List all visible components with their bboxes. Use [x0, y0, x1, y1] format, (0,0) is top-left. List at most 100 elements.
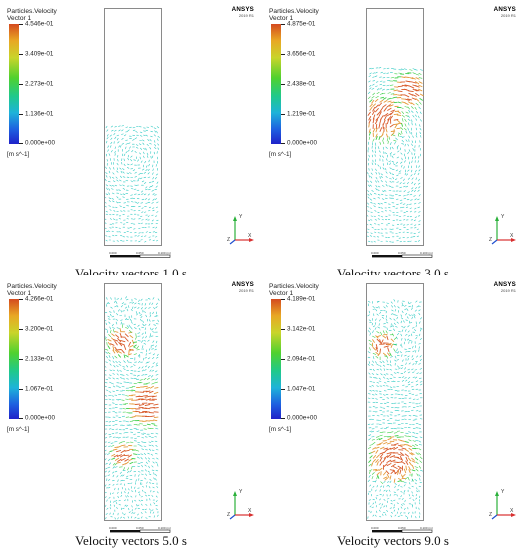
velocity-vector — [377, 194, 381, 196]
velocity-vector — [135, 147, 139, 149]
velocity-vector — [139, 156, 141, 160]
velocity-vector — [112, 402, 115, 404]
velocity-vector — [105, 389, 109, 391]
velocity-vector — [150, 453, 154, 456]
velocity-vector — [153, 515, 155, 518]
velocity-vector — [125, 327, 129, 329]
velocity-vector — [415, 335, 419, 337]
velocity-vector — [396, 181, 399, 183]
velocity-vector — [415, 461, 419, 465]
velocity-vector — [371, 462, 374, 467]
velocity-vector — [147, 457, 151, 460]
velocity-vector — [374, 327, 377, 330]
legend-min-label: 0.000e+00 — [287, 139, 317, 147]
velocity-vector — [382, 119, 386, 125]
velocity-vector — [124, 333, 129, 338]
velocity-vector — [392, 176, 395, 180]
velocity-vector — [405, 130, 408, 134]
legend-variable: Particles.Velocity — [7, 283, 57, 290]
velocity-vector — [157, 464, 159, 467]
velocity-vector — [154, 436, 158, 438]
velocity-vector — [367, 219, 371, 222]
velocity-vector — [394, 309, 397, 312]
velocity-vector — [143, 445, 147, 447]
velocity-vector — [115, 360, 118, 364]
ansys-logo: ANSYS 2019 R1 — [494, 281, 516, 293]
velocity-vector — [397, 351, 400, 354]
velocity-vector — [387, 437, 392, 441]
velocity-vector — [122, 463, 127, 466]
velocity-vector — [369, 470, 371, 474]
velocity-vector — [375, 355, 379, 359]
velocity-vector — [368, 361, 371, 364]
velocity-vector — [393, 322, 396, 325]
velocity-vector — [155, 374, 159, 376]
velocity-vector — [150, 375, 154, 378]
velocity-vector — [419, 358, 422, 361]
velocity-vector — [393, 509, 396, 512]
velocity-vector — [389, 455, 395, 458]
velocity-vector — [401, 114, 405, 118]
velocity-vector — [109, 369, 112, 371]
velocity-vector — [389, 480, 392, 483]
velocity-vector — [418, 312, 421, 316]
y-axis-label: Y — [239, 214, 243, 220]
velocity-vector — [140, 315, 143, 319]
velocity-vector — [400, 314, 403, 317]
velocity-vector — [117, 337, 122, 343]
velocity-vector — [403, 370, 406, 373]
velocity-vector — [138, 360, 141, 363]
velocity-vector — [389, 178, 392, 180]
velocity-vector — [105, 336, 107, 338]
velocity-vector — [138, 299, 140, 302]
scale-label: 0.100 (m) — [158, 526, 171, 530]
velocity-vector — [144, 464, 147, 467]
velocity-vector — [151, 395, 157, 398]
axes-triad-icon: YXZ — [489, 489, 516, 520]
velocity-vector — [105, 184, 109, 187]
velocity-vector — [415, 324, 417, 328]
velocity-vector — [418, 309, 421, 312]
velocity-vector — [120, 449, 126, 454]
tick — [281, 24, 285, 25]
velocity-vector — [116, 179, 119, 182]
velocity-vector — [393, 123, 399, 125]
velocity-vector — [391, 463, 396, 468]
velocity-vector — [122, 184, 125, 187]
velocity-vector — [386, 442, 392, 445]
velocity-vector — [124, 449, 130, 452]
velocity-vector — [411, 355, 414, 358]
velocity-vector — [127, 154, 130, 158]
velocity-vector — [400, 333, 403, 337]
color-bar — [9, 24, 19, 144]
velocity-vector — [119, 328, 122, 333]
velocity-vector — [154, 140, 156, 143]
vector-field-domain — [104, 8, 162, 246]
velocity-vector — [143, 151, 145, 155]
velocity-vector — [118, 145, 121, 148]
velocity-vector — [150, 503, 152, 506]
velocity-vector — [138, 232, 141, 234]
velocity-vector — [130, 201, 134, 203]
velocity-vector — [155, 495, 158, 498]
velocity-vector — [127, 516, 130, 519]
velocity-vector — [118, 231, 121, 233]
velocity-vector — [153, 391, 159, 395]
velocity-vector — [143, 342, 147, 345]
velocity-vector — [405, 111, 409, 114]
velocity-vector — [116, 304, 119, 308]
velocity-vector — [109, 381, 112, 384]
velocity-vector — [105, 125, 108, 129]
velocity-vector — [116, 399, 119, 401]
velocity-vector — [146, 377, 150, 380]
velocity-vector — [418, 73, 422, 75]
legend-label: 2.438e-01 — [287, 80, 316, 88]
velocity-vector — [122, 176, 126, 178]
velocity-vector — [123, 210, 126, 212]
velocity-vector — [383, 455, 389, 459]
velocity-vector — [373, 205, 376, 208]
velocity-vector — [383, 447, 389, 450]
velocity-vector — [138, 403, 145, 406]
velocity-vector — [145, 134, 148, 137]
velocity-vector — [418, 84, 423, 88]
